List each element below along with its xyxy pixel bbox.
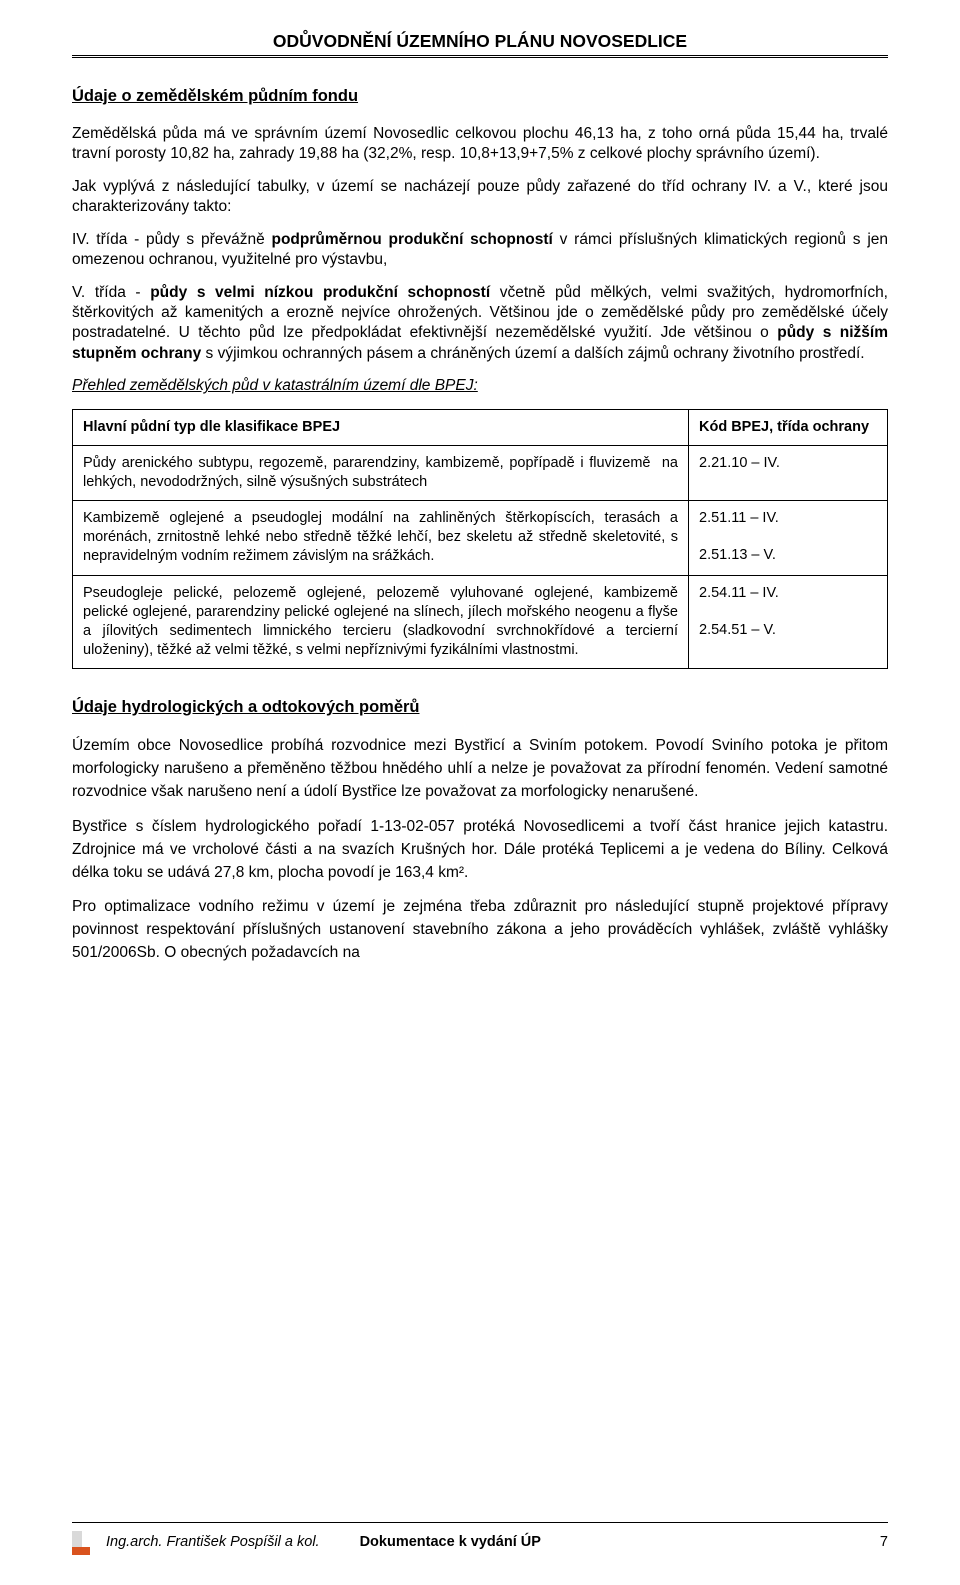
td-code: 2.21.10 – IV. bbox=[689, 445, 888, 500]
bpej-table: Hlavní půdní typ dle klasifikace BPEJ Kó… bbox=[72, 409, 888, 669]
page-footer: Ing.arch. František Pospíšil a kol. Doku… bbox=[72, 1521, 888, 1555]
text: IV. třída - půdy s převážně bbox=[72, 231, 272, 248]
text: s výjimkou ochranných pásem a chráněných… bbox=[201, 345, 864, 362]
table-row: Pseudogleje pelické, pelozemě oglejené, … bbox=[73, 575, 888, 669]
paragraph: Územím obce Novosedlice probíhá rozvodni… bbox=[72, 735, 888, 804]
paragraph: Pro optimalizace vodního režimu v území … bbox=[72, 896, 888, 965]
td-code: 2.54.11 – IV. 2.54.51 – V. bbox=[689, 575, 888, 669]
footer-line: Ing.arch. František Pospíšil a kol. Doku… bbox=[72, 1531, 888, 1555]
footer-author: Ing.arch. František Pospíšil a kol. bbox=[106, 1533, 320, 1552]
code-value: 2.51.13 – V. bbox=[699, 546, 877, 565]
caption-text: Přehled zemědělských půd v katastrálním … bbox=[72, 377, 478, 394]
section-hydro: Údaje hydrologických a odtokových poměrů… bbox=[72, 697, 888, 965]
header-rule-top bbox=[72, 55, 888, 56]
paragraph: V. třída - půdy s velmi nízkou produkční… bbox=[72, 283, 888, 365]
table-row: Půdy arenického subtypu, regozemě, parar… bbox=[73, 445, 888, 500]
footer-logo-icon bbox=[72, 1531, 90, 1555]
header-rule-bottom bbox=[72, 57, 888, 58]
table-header-row: Hlavní půdní typ dle klasifikace BPEJ Kó… bbox=[73, 409, 888, 445]
code-value: 2.54.11 – IV. bbox=[699, 584, 877, 603]
section-agri: Údaje o zemědělském půdním fondu Zeměděl… bbox=[72, 86, 888, 669]
table-row: Kambizemě oglejené a pseudoglej modální … bbox=[73, 501, 888, 575]
page: ODŮVODNĚNÍ ÚZEMNÍHO PLÁNU NOVOSEDLICE Úd… bbox=[0, 0, 960, 1585]
page-header-title: ODŮVODNĚNÍ ÚZEMNÍHO PLÁNU NOVOSEDLICE bbox=[72, 30, 888, 53]
text: V. třída - bbox=[72, 284, 150, 301]
code-value: 2.21.10 – IV. bbox=[699, 454, 877, 473]
text-bold: půdy s velmi nízkou produkční schopností bbox=[150, 284, 490, 301]
heading-agri: Údaje o zemědělském půdním fondu bbox=[72, 86, 888, 108]
footer-doc-title: Dokumentace k vydání ÚP bbox=[360, 1533, 858, 1552]
footer-page-number: 7 bbox=[858, 1533, 888, 1552]
td-desc: Půdy arenického subtypu, regozemě, parar… bbox=[73, 445, 689, 500]
paragraph: IV. třída - půdy s převážně podprůměrnou… bbox=[72, 230, 888, 271]
td-code: 2.51.11 – IV. 2.51.13 – V. bbox=[689, 501, 888, 575]
th-code: Kód BPEJ, třída ochrany bbox=[689, 409, 888, 445]
heading-hydro: Údaje hydrologických a odtokových poměrů bbox=[72, 697, 888, 719]
paragraph: Bystřice s číslem hydrologického pořadí … bbox=[72, 816, 888, 885]
paragraph: Zemědělská půda má ve správním území Nov… bbox=[72, 124, 888, 165]
footer-rule bbox=[72, 1522, 888, 1523]
td-desc: Kambizemě oglejené a pseudoglej modální … bbox=[73, 501, 689, 575]
code-value: 2.51.11 – IV. bbox=[699, 509, 877, 528]
text-bold: podprůměrnou produkční schopností bbox=[272, 231, 553, 248]
td-desc: Pseudogleje pelické, pelozemě oglejené, … bbox=[73, 575, 689, 669]
paragraph: Jak vyplývá z následující tabulky, v úze… bbox=[72, 177, 888, 218]
th-type: Hlavní půdní typ dle klasifikace BPEJ bbox=[73, 409, 689, 445]
table-caption: Přehled zemědělských půd v katastrálním … bbox=[72, 376, 888, 396]
code-value: 2.54.51 – V. bbox=[699, 621, 877, 640]
